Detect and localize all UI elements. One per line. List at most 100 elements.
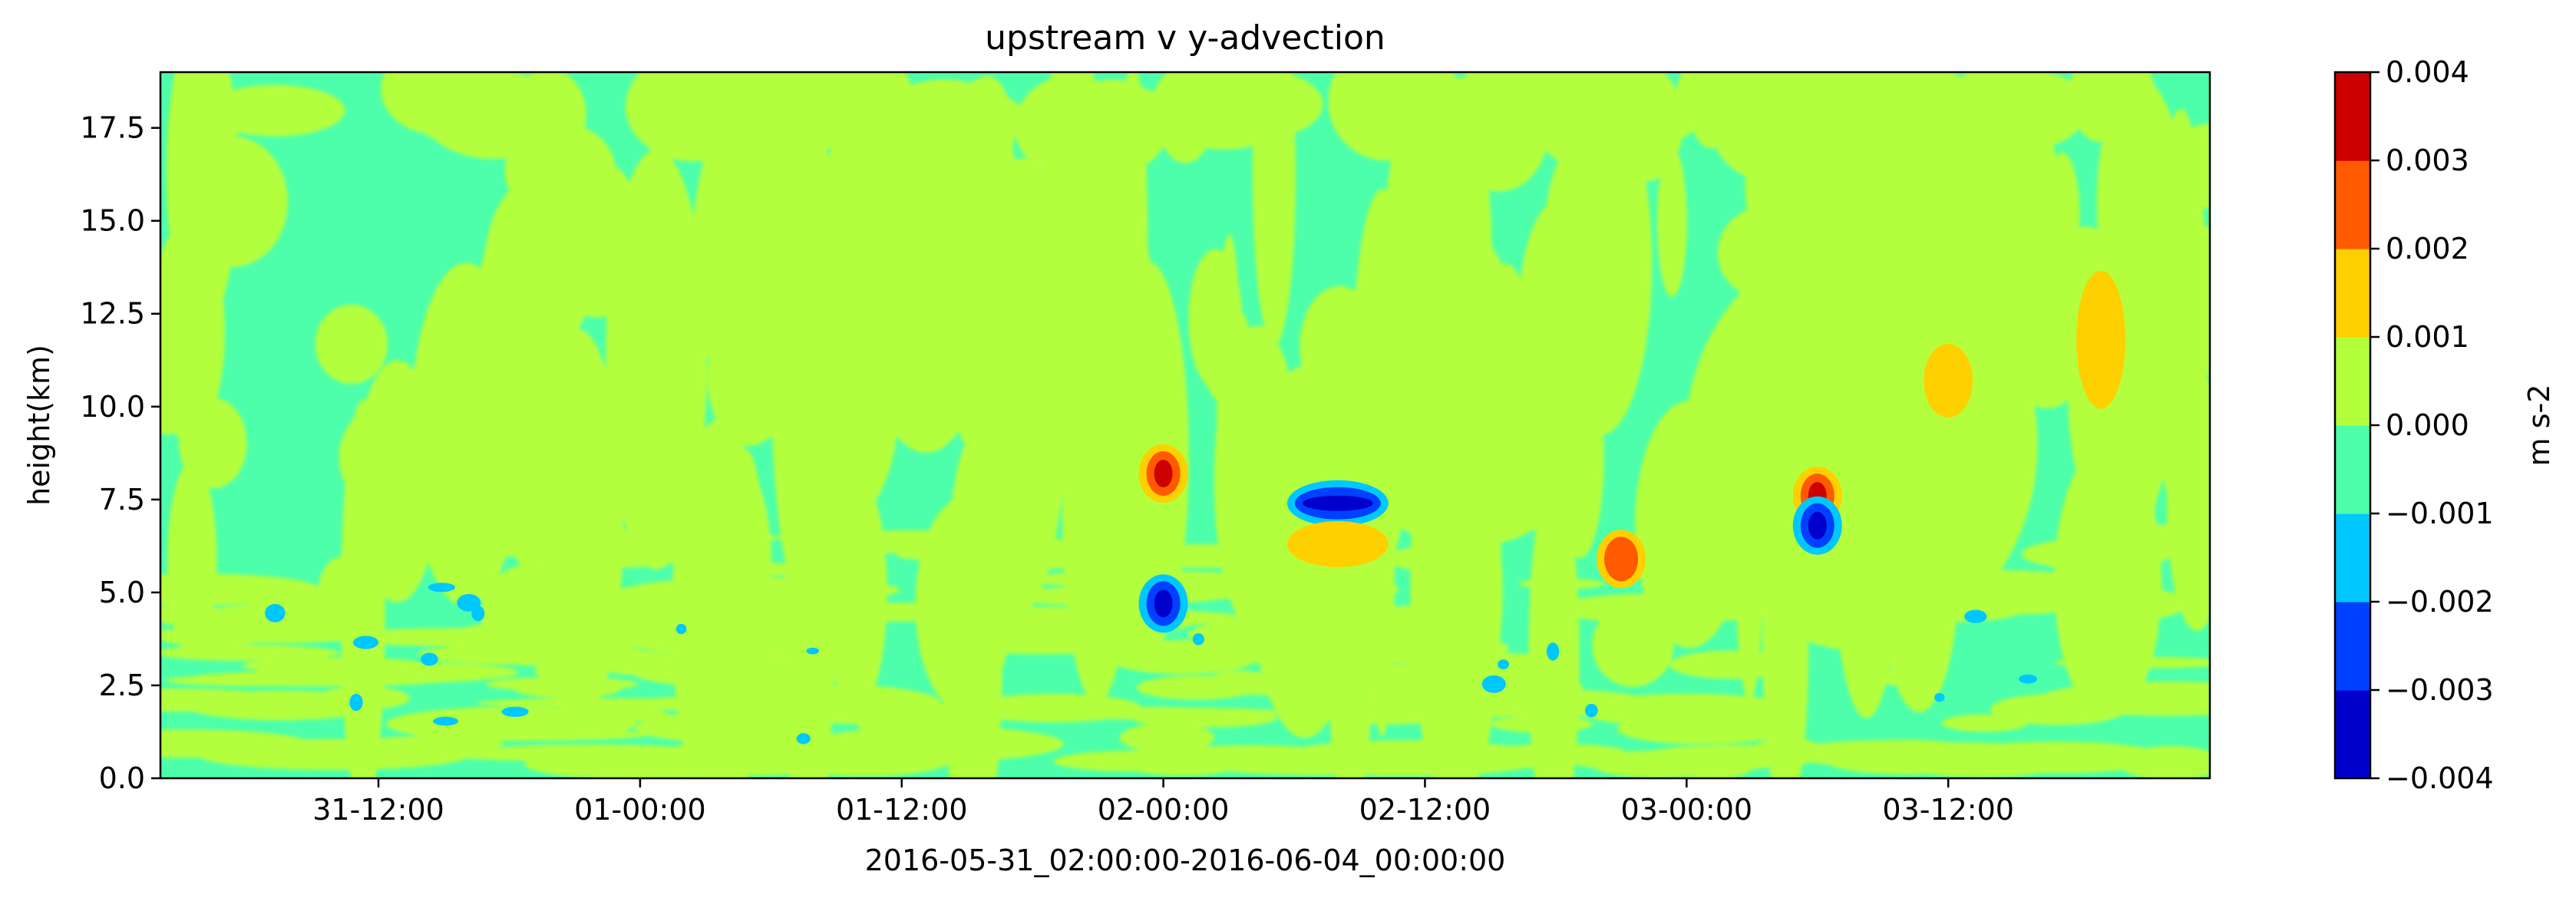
colorbar-segment [2335,602,2370,691]
x-axis-label: 2016-05-31_02:00:00-2016-06-04_00:00:00 [865,844,1506,877]
contour-patch [1155,72,1215,163]
contour-patch [227,590,352,606]
y-tick-label: 12.5 [80,297,145,331]
contour-patch [476,698,748,708]
colorbar-tick-label: 0.002 [2386,232,2469,266]
contour-patch [1592,95,1699,145]
feature-core [1154,459,1173,487]
colorbar-segment [2335,513,2370,603]
colorbar-tick-label: −0.004 [2386,761,2494,795]
contour-speck [501,706,529,718]
contour-patch [769,72,825,143]
contour-patch [625,72,762,162]
contour-speck [1584,704,1598,718]
contour-patch [495,744,687,754]
contour-patch [606,149,708,570]
y-axis-label: height(km) [22,345,56,506]
contour-patch [2054,656,2210,669]
contour-patch [197,739,471,771]
colorbar-segment [2335,249,2370,338]
contour-speck [428,583,456,593]
y-tick-label: 15.0 [80,204,145,238]
x-tick-label: 02-00:00 [1098,793,1230,827]
contour-speck [457,593,481,612]
contour-patch [1900,751,2061,777]
contour-patch [692,108,794,396]
contour-patch [1014,76,1128,177]
contour-patch [410,262,523,607]
contour-extrema [1138,270,2125,633]
contour-patch [500,234,553,572]
y-tick-label: 2.5 [99,669,145,702]
contour-patch [1217,234,1242,544]
y-tick-label: 7.5 [99,483,145,517]
contour-patch [1684,236,2038,652]
colorbar-segment [2335,160,2370,249]
chart-title: upstream v y-advection [985,18,1385,58]
contour-speck [675,623,687,635]
colorbar-tick-label: 0.001 [2386,320,2469,354]
x-tick-label: 31-12:00 [312,793,444,827]
contour-patch [1253,72,1296,346]
contour-patch [715,563,811,576]
contour-patch [524,748,761,778]
feature-core [1808,511,1827,540]
contour-patch [630,577,900,603]
contour-patch [520,716,592,728]
contour-patch [1027,596,1128,606]
contour-patch [187,603,385,636]
contour-patch [315,304,388,385]
feature-halo [2076,270,2125,409]
x-tick-label: 02-12:00 [1359,793,1491,827]
contour-patch [570,706,668,722]
x-axis: 31-12:00 01-00:00 01-12:00 02-00:00 02-12:00… [312,778,2014,827]
contour-patch [256,661,519,684]
x-tick-label: 03-12:00 [1882,793,2014,827]
contour-speck [796,733,811,744]
contour-patch [1120,723,1214,753]
contour-patch [1656,147,1687,297]
contour-speck [1192,633,1204,645]
contour-patch [1996,97,2059,158]
contour-speck [353,636,379,649]
contour-patch [1557,599,1687,621]
contour-patch [2039,681,2210,716]
colorbar-tick-label: −0.003 [2386,673,2494,707]
contour-patch [982,215,1055,546]
colorbar-label: m s-2 [2522,385,2556,467]
contour-speck [1481,675,1506,693]
contour-speck [1498,659,1509,670]
contour-patch [1206,670,1275,695]
y-tick-label: 0.0 [99,761,145,795]
contour-speck [265,603,286,622]
contour-patch [2131,220,2210,381]
contour-patch [635,714,808,742]
contour-speck [1546,642,1560,661]
contour-patch [873,79,1016,187]
contour-patch [2021,538,2171,570]
contour-speck [349,693,363,711]
feature-core [1302,495,1373,511]
contour-speck [1934,692,1945,702]
feature-halo [1924,343,1973,418]
contour-patch [946,537,1108,570]
contour-patch [422,72,565,159]
contour-patch [1333,702,1456,725]
contour-patch [160,645,340,661]
contour-patch [632,656,854,688]
colorbar-segment [2335,425,2370,514]
contour-patch [1187,620,1336,650]
y-axis: 0.0 2.5 5.0 7.5 10.0 12.5 15.0 17.5 [80,111,160,795]
contour-patch [966,693,1141,723]
contour-patch [1593,753,1726,778]
contour-patch [756,603,1010,622]
feature-halo [1286,520,1389,567]
x-tick-label: 01-00:00 [574,793,706,827]
colorbar-segment [2335,690,2370,779]
contour-speck [421,652,438,666]
contour-patch [177,136,288,267]
contour-patch [1518,579,1605,589]
colorbar-segment [2335,72,2370,161]
colorbar-tick-label: −0.001 [2386,497,2494,530]
